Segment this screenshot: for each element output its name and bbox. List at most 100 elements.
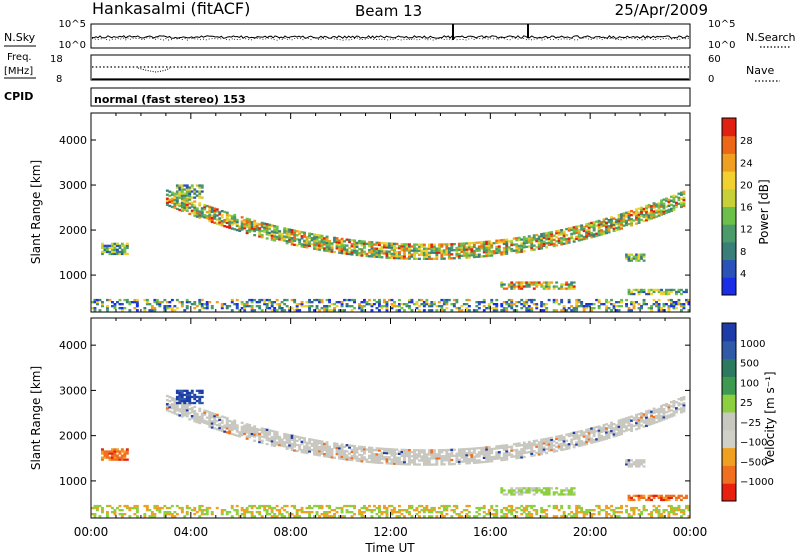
power-echo-cell xyxy=(278,230,282,233)
power-echo-cell xyxy=(340,237,344,241)
vel-echo-cell xyxy=(512,489,516,492)
power-echo-cell xyxy=(575,237,579,240)
power-echo-cell xyxy=(305,238,309,241)
power-echo-cell xyxy=(328,246,331,249)
vel-echo-cell xyxy=(198,506,202,510)
vel-echo-cell xyxy=(355,449,359,452)
vel-echo-cell xyxy=(587,432,591,435)
vel-echo-cell xyxy=(235,509,239,512)
power-echo-cell xyxy=(677,303,681,306)
power-echo-cell xyxy=(495,241,499,244)
power-echo-cell xyxy=(570,285,574,288)
power-echo-cell xyxy=(625,253,628,256)
power-echo-cell xyxy=(620,225,623,228)
vel-echo-cell xyxy=(670,401,673,404)
power-echo-cell xyxy=(350,251,354,254)
vel-echo-cell xyxy=(385,456,389,459)
vel-echo-cell xyxy=(542,438,546,441)
power-echo-cell xyxy=(265,298,269,302)
power-echo-cell xyxy=(223,303,227,306)
vel-echo-cell xyxy=(557,445,561,448)
power-echo-cell xyxy=(120,250,124,254)
x-tick-label-6: 00:00 xyxy=(673,525,708,539)
power-echo-cell xyxy=(180,301,184,304)
vel-echo-cell xyxy=(590,427,594,430)
power-echo-cell xyxy=(410,309,414,312)
vel-echo-cell xyxy=(325,511,329,514)
power-echo-cell xyxy=(545,285,549,288)
power-echo-cell xyxy=(203,206,207,209)
power-echo-cell xyxy=(520,307,524,310)
vel-echo-cell xyxy=(113,454,117,457)
power-echo-cell xyxy=(315,307,319,310)
vel-echo-cell xyxy=(340,509,344,512)
vel-echo-cell xyxy=(400,460,404,464)
power-echo-cell xyxy=(602,232,606,235)
vel-echo-cell xyxy=(165,513,169,516)
vel-echo-cell xyxy=(263,436,267,439)
power-echo-cell xyxy=(370,249,374,252)
vel-echo-cell xyxy=(577,434,581,437)
vel-echo-cell xyxy=(245,511,249,514)
vel-echo-cell xyxy=(408,506,411,510)
power-echo-cell xyxy=(300,303,304,306)
power-echo-cell xyxy=(420,251,424,254)
power-echo-cell xyxy=(318,240,321,243)
vel-echo-cell xyxy=(383,504,386,508)
power-echo-cell xyxy=(567,307,571,310)
power-echo-cell xyxy=(173,194,177,197)
noise-left-label: N.Sky xyxy=(4,31,36,44)
power-echo-cell xyxy=(597,234,601,237)
vel-colorbar-tick-label-4: −25 xyxy=(740,418,761,429)
vel-echo-cell xyxy=(620,422,623,426)
power-echo-cell xyxy=(657,202,661,205)
power-echo-cell xyxy=(213,213,217,216)
power-echo-cell xyxy=(447,257,451,260)
power-echo-cell xyxy=(630,292,633,296)
vel-echo-cell xyxy=(617,506,621,510)
power-echo-cell xyxy=(512,309,516,312)
vel-echo-cell xyxy=(335,442,339,445)
vel-echo-cell xyxy=(525,487,529,490)
vel-echo-cell xyxy=(260,435,264,438)
vel-echo-cell xyxy=(185,415,189,418)
power-echo-cell xyxy=(535,281,539,284)
vel-echo-cell xyxy=(467,460,471,463)
vel-echo-cell xyxy=(318,506,321,510)
vel-echo-cell xyxy=(450,448,454,451)
power-echo-cell xyxy=(270,303,274,306)
power-echo-cell xyxy=(502,307,506,310)
power-echo-cell xyxy=(275,227,279,230)
power-echo-cell xyxy=(290,298,294,302)
vel-echo-cell xyxy=(562,493,566,496)
vel-echo-cell xyxy=(193,513,197,516)
power-echo-cell xyxy=(680,303,683,306)
power-echo-cell xyxy=(640,305,643,308)
vel-echo-cell xyxy=(517,442,521,445)
vel-echo-cell xyxy=(545,513,549,516)
vel-echo-cell xyxy=(495,451,499,454)
vel-echo-cell xyxy=(557,509,561,512)
vel-echo-cell xyxy=(250,506,254,510)
power-echo-cell xyxy=(472,249,476,253)
power-echo-cell xyxy=(183,202,187,205)
vel-echo-cell xyxy=(335,444,339,448)
vel-echo-cell xyxy=(370,459,374,462)
vel-echo-cell xyxy=(403,457,406,460)
vel-echo-cell xyxy=(462,452,466,455)
power-echo-cell xyxy=(650,213,653,216)
vel-echo-cell xyxy=(635,428,638,431)
power-echo-cell xyxy=(637,257,641,260)
power-echo-cell xyxy=(158,301,162,304)
vel-echo-cell xyxy=(565,489,569,492)
power-echo-cell xyxy=(572,240,576,243)
vel-echo-cell xyxy=(280,440,284,443)
power-echo-cell xyxy=(340,247,344,251)
vel-echo-cell xyxy=(567,493,571,496)
vel-echo-cell xyxy=(173,412,177,415)
power-echo-cell xyxy=(430,301,434,304)
power-echo-cell xyxy=(285,234,289,237)
vel-echo-cell xyxy=(430,506,434,510)
power-echo-cell xyxy=(562,234,566,237)
power-echo-cell xyxy=(413,303,416,306)
